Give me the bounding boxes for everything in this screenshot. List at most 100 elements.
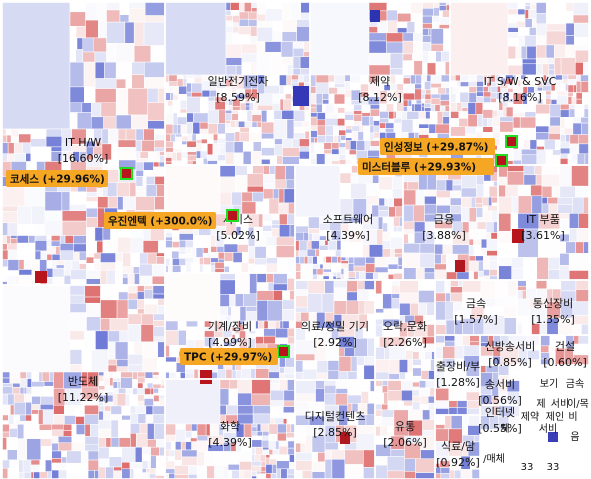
stock-cell <box>445 179 454 192</box>
stock-cell <box>174 449 183 461</box>
stock-cell <box>256 423 262 432</box>
stock-cell <box>403 92 416 101</box>
stock-cell <box>164 468 176 474</box>
stock-cell <box>583 241 590 254</box>
stock-cell <box>345 132 353 139</box>
stock-cell <box>78 260 87 264</box>
stock-cell <box>147 439 157 448</box>
stock-cell <box>232 252 243 263</box>
stock-cell <box>575 44 590 51</box>
stock-cell <box>415 458 436 473</box>
stock-cell <box>200 150 208 159</box>
stock-cell <box>152 383 162 389</box>
stock-cell <box>33 471 41 479</box>
stock-cell <box>274 328 289 339</box>
stock-cell <box>303 256 309 264</box>
stock-cell <box>1 386 13 395</box>
stock-cell <box>180 265 186 274</box>
stock-cell <box>495 296 506 308</box>
stock-cell <box>386 103 394 112</box>
stock-cell <box>454 334 463 346</box>
stock-cell <box>16 242 26 260</box>
stock-cell <box>294 353 316 361</box>
stock-cell <box>265 454 271 459</box>
stock-cell <box>267 300 283 322</box>
stock-cell <box>243 469 253 479</box>
stock-cell <box>217 123 226 135</box>
stock-cell <box>575 49 590 63</box>
stock-cell <box>119 1 130 15</box>
stock-cell <box>350 172 359 184</box>
stock-cell <box>308 233 313 242</box>
sector-share: [2.92%] <box>313 336 357 349</box>
stock-cell <box>316 153 326 166</box>
stock-cell <box>476 91 484 97</box>
stock-cell <box>444 279 451 294</box>
stock-cell <box>294 271 302 281</box>
stock-cell <box>403 74 411 79</box>
stock-cell <box>7 222 18 236</box>
stock-cell <box>327 360 340 372</box>
stock-cell <box>534 164 543 176</box>
stock-cell <box>181 157 188 166</box>
stock-cell <box>92 37 107 53</box>
stock-cell <box>256 41 266 53</box>
stock-cell <box>50 146 63 152</box>
stock-cell <box>199 257 204 265</box>
stock-cell <box>338 154 347 160</box>
stock-cell <box>63 424 73 431</box>
small-tile-label: 제 <box>536 398 545 410</box>
stock-cell <box>117 381 121 389</box>
stock-cell <box>263 188 274 200</box>
stock-cell <box>456 400 468 408</box>
stock-cell <box>393 273 404 281</box>
stock-cell <box>91 102 102 118</box>
stock-cell <box>322 268 332 273</box>
stock-cell <box>116 393 127 407</box>
stock-cell <box>482 102 493 110</box>
stock-cell <box>76 37 84 50</box>
stock-cell <box>578 134 590 145</box>
stock-cell <box>429 111 438 125</box>
stock-cell <box>442 111 451 117</box>
stock-cell <box>279 74 287 86</box>
stock-cell <box>355 271 360 281</box>
stock-cell <box>580 117 590 124</box>
stock-cell <box>31 205 46 225</box>
stock-cell <box>349 149 357 155</box>
stock-cell <box>94 78 117 89</box>
stock-cell <box>185 372 195 380</box>
stock-cell <box>274 144 283 156</box>
stock-cell <box>173 85 179 95</box>
stock-cell <box>52 276 65 286</box>
stock-cell <box>430 93 441 99</box>
stock-cell <box>219 164 236 178</box>
stock-cell <box>173 148 183 153</box>
stock-cell <box>168 74 178 82</box>
stock-cell <box>143 394 154 399</box>
stock-cell <box>568 270 590 281</box>
stock-cell <box>69 312 87 332</box>
stock-cell <box>345 159 353 166</box>
stock-cell <box>69 26 77 39</box>
stock-cell <box>272 290 283 301</box>
stock-cell <box>205 423 211 436</box>
stock-cell <box>86 316 101 332</box>
stock-cell <box>492 110 498 118</box>
stock-cell <box>476 184 485 198</box>
stock-cell <box>218 258 225 263</box>
stock-cell <box>265 473 272 479</box>
stock-cell <box>172 236 180 242</box>
small-tile-label: 제인 <box>546 411 564 423</box>
stock-cell <box>58 436 73 444</box>
stock-cell <box>450 190 462 199</box>
stock-cell <box>408 233 415 244</box>
stock-cell <box>280 56 294 65</box>
stock-cell <box>362 244 370 258</box>
stock-cell <box>145 414 154 424</box>
stock-cell <box>51 469 60 479</box>
stock-cell <box>251 7 258 13</box>
stock-cell <box>1 186 26 207</box>
stock-cell <box>337 135 342 143</box>
stock-cell <box>482 117 488 127</box>
